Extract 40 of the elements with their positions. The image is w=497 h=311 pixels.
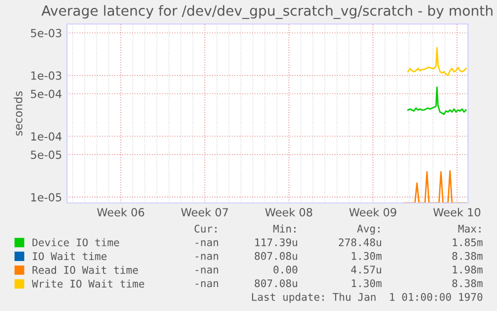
- text: 807.08u: [254, 252, 298, 260]
- line-series: [407, 47, 467, 76]
- y-tick-label: 5e-04: [30, 90, 62, 98]
- text: 4.57u: [351, 266, 382, 274]
- line-series: [407, 86, 467, 115]
- text: 117.39u: [255, 238, 298, 246]
- legend-label: Device IO time: [32, 238, 120, 246]
- text: 8.38m: [452, 279, 483, 288]
- chart-title: Average latency for /dev/dev_gpu_scratch_vg/scratch - by month: [41, 5, 492, 19]
- text: Last update: Thu Jan 1 01:00:00 1970: [252, 292, 482, 303]
- legend-label: Write IO Wait time: [32, 280, 144, 288]
- text: 807.08u: [254, 279, 298, 288]
- legend-label: IO Wait time: [32, 252, 107, 260]
- text: 278.48u: [338, 238, 382, 246]
- text: -nan: [196, 281, 218, 288]
- text: 1.85m: [452, 238, 483, 246]
- y-axis-title: seconds: [14, 91, 22, 136]
- x-tick-label: Week 09: [349, 208, 396, 216]
- x-tick-label: Week 06: [97, 208, 144, 216]
- text: 8.38m: [452, 252, 483, 260]
- text: 1.30m: [352, 279, 382, 288]
- legend-label: Read IO Wait time: [32, 266, 138, 274]
- text: -nan: [196, 268, 218, 274]
- x-tick-label: Week 10: [433, 208, 480, 216]
- text: -nan: [196, 240, 218, 246]
- text: Cur:: [194, 224, 216, 233]
- text: Avg:: [357, 224, 380, 235]
- y-tick-label: 5e-03: [30, 28, 62, 38]
- text: Max:: [458, 224, 480, 233]
- text: 1.30m: [352, 252, 382, 260]
- y-tick-label: 5e-05: [30, 150, 62, 159]
- text: 0.00: [274, 266, 298, 274]
- text: -nan: [196, 254, 218, 260]
- y-tick-label: 1e-03: [31, 71, 62, 80]
- text: Min:: [273, 224, 296, 232]
- y-tick-label: 1e-04: [31, 132, 62, 141]
- y-tick-label: 1e-05: [31, 193, 62, 202]
- text: 1.98m: [452, 266, 483, 274]
- x-tick-label: Week 08: [265, 208, 312, 216]
- x-tick-label: Week 07: [181, 208, 228, 216]
